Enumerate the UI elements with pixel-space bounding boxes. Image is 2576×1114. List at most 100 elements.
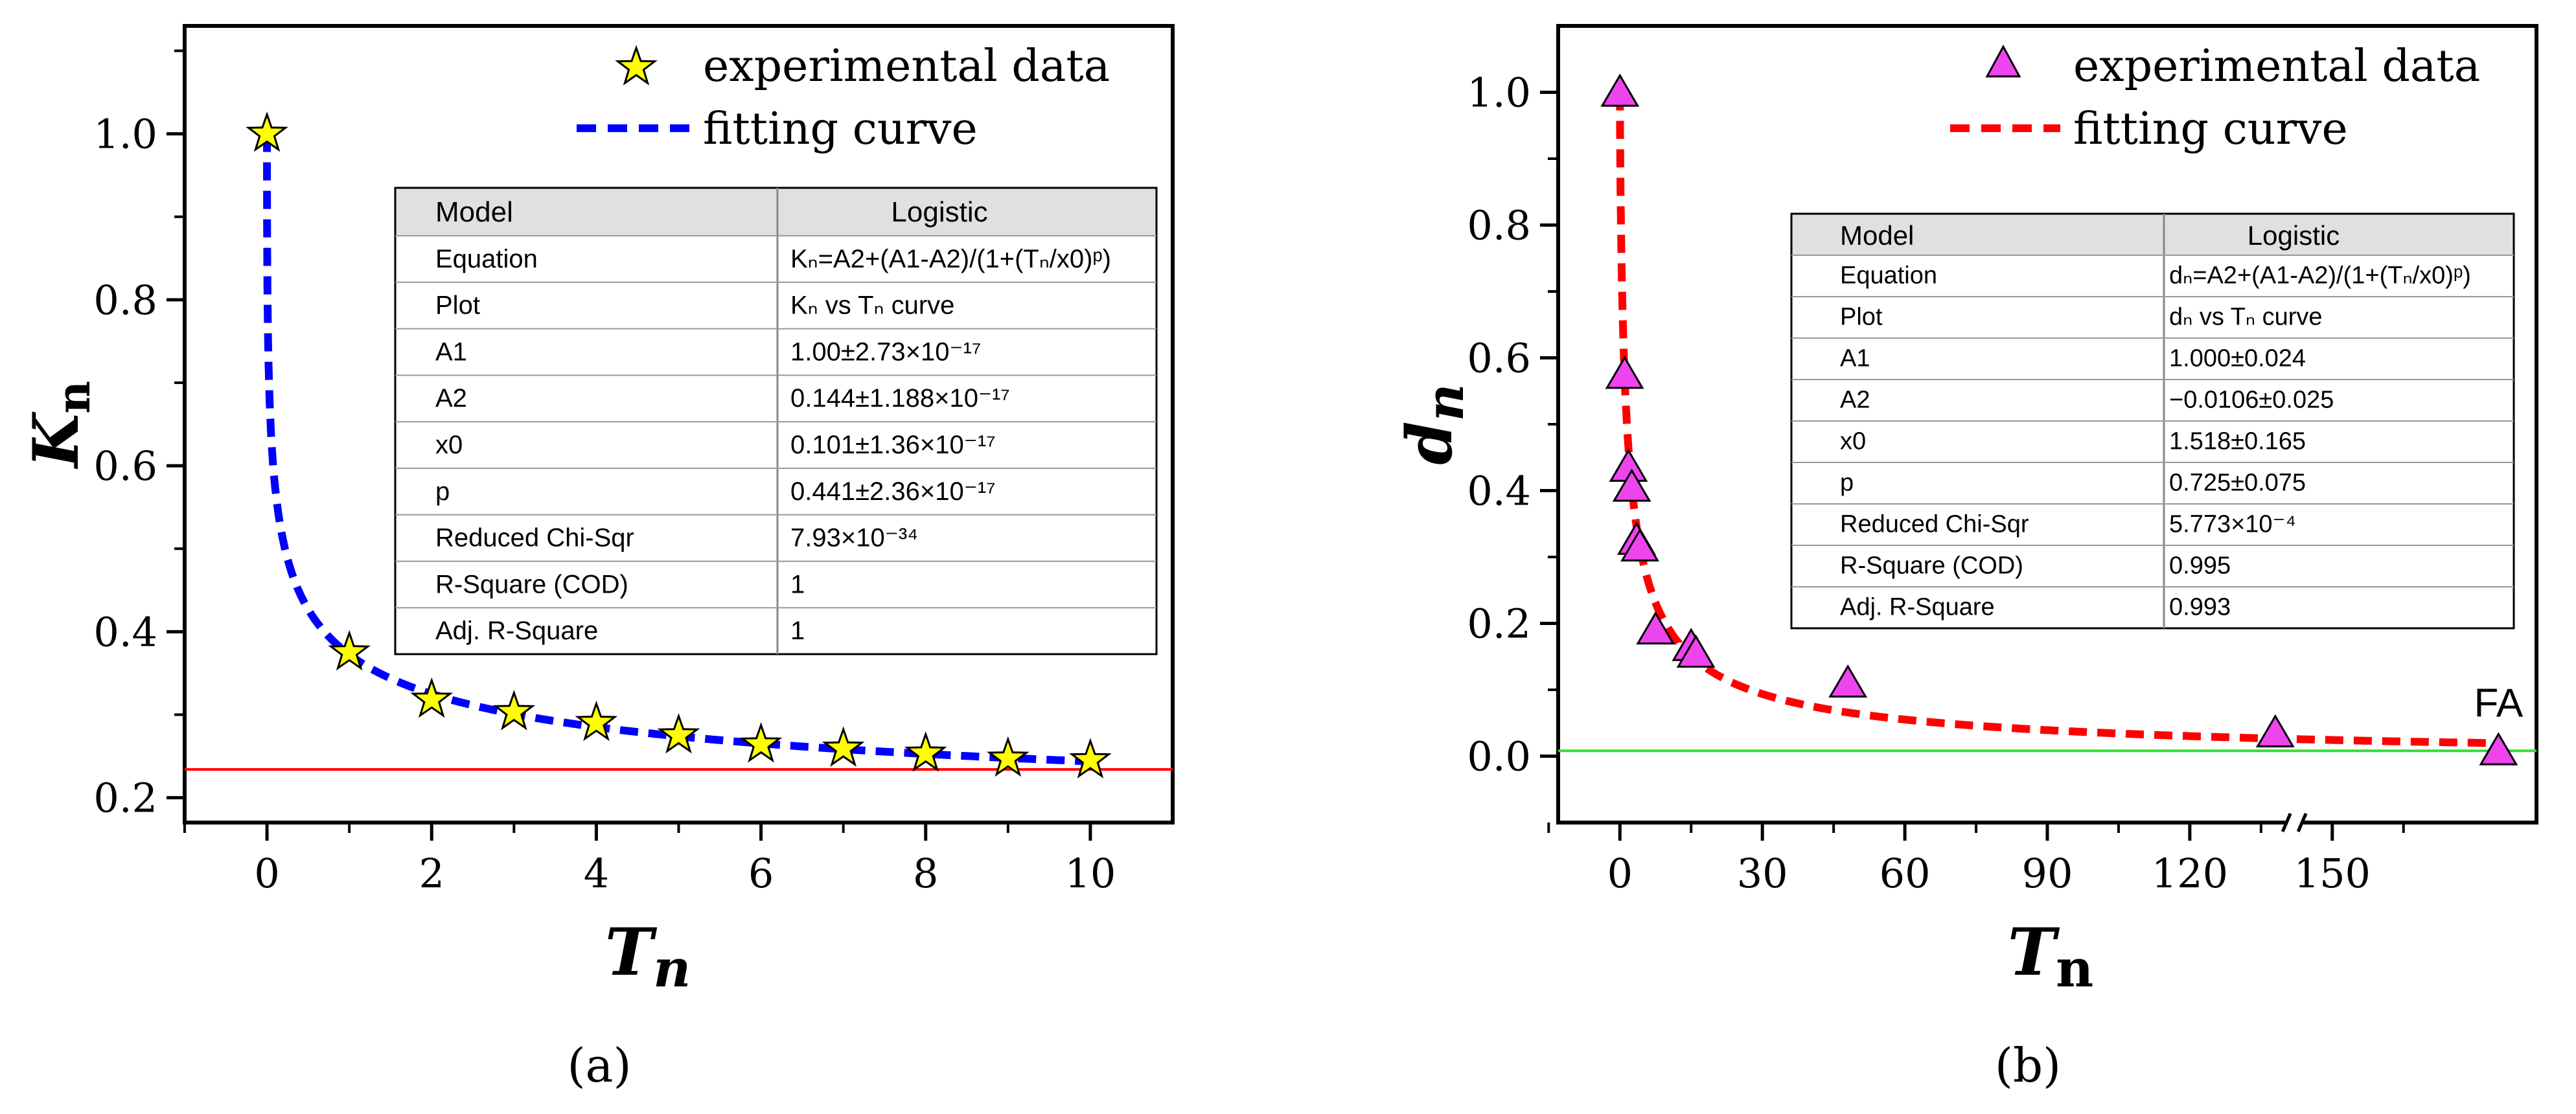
- x-tick-label: 8: [913, 850, 938, 897]
- x-tick-label: 90: [2022, 850, 2073, 897]
- table-cell-param: Reduced Chi-Sqr: [1840, 511, 2029, 538]
- x-axis-label: Tn: [2008, 914, 2094, 999]
- fit-results-table: Model Logistic Equation Kₙ=A2+(A1-A2)/(1+…: [394, 187, 1158, 655]
- table-cell-param: Plot: [435, 291, 480, 320]
- data-point-triangle: [1600, 73, 1640, 107]
- x-tick-label: 2: [419, 850, 444, 897]
- y-tick-label: 0.2: [1467, 600, 1531, 648]
- table-header-background: [395, 188, 1156, 236]
- table-cell-value: Kₙ=A2+(A1-A2)/(1+(Tₙ/x0)ᵖ): [790, 245, 1111, 273]
- table-cell-param: A2: [435, 384, 467, 413]
- x-tick-label: 0: [1607, 850, 1633, 897]
- fa-annotation: FA: [2474, 681, 2523, 726]
- table-cell-value: 0.725±0.075: [2169, 470, 2306, 497]
- table-cell-value: 1.518±0.165: [2169, 428, 2306, 455]
- x-tick-label: 30: [1737, 850, 1788, 897]
- data-point-star: [986, 736, 1029, 777]
- y-tick-label: 0.4: [93, 608, 157, 655]
- y-tick-label: 0.8: [93, 277, 157, 324]
- x-axis-label-sub: n: [2056, 938, 2093, 999]
- y-axis-label-main: d: [1393, 422, 1466, 465]
- data-point-star: [1069, 738, 1112, 779]
- y-axis-label-sub: n: [1414, 383, 1475, 421]
- table-cell-param: Equation: [435, 245, 538, 273]
- table-cell-value: 7.93×10⁻³⁴: [790, 524, 918, 552]
- table-cell-value: 1.000±0.024: [2169, 345, 2306, 372]
- x-tick-label: 4: [584, 850, 609, 897]
- fitting-curve: [263, 133, 1091, 766]
- table-cell-value: 0.993: [2169, 594, 2231, 621]
- data-point-star: [246, 111, 288, 152]
- y-tick-label: 0.6: [1467, 335, 1531, 382]
- table-cell-value: 0.144±1.188×10⁻¹⁷: [790, 384, 1010, 413]
- data-point-star: [328, 630, 371, 671]
- table-cell-value: dₙ=A2+(A1-A2)/(1+(Tₙ/x0)ᵖ): [2169, 262, 2471, 290]
- y-axis-label-main: K: [19, 411, 93, 470]
- legend-experimental-label: experimental data: [703, 41, 1110, 92]
- table-cell-param: Reduced Chi-Sqr: [435, 524, 634, 552]
- table-cell-value: 0.101±1.36×10⁻¹⁷: [790, 431, 996, 459]
- panel-label: (b): [1995, 1038, 2061, 1093]
- table-cell-param: x0: [435, 431, 463, 459]
- y-axis-label: Kn: [19, 381, 100, 470]
- table-cell-value: 5.773×10⁻⁴: [2169, 511, 2296, 538]
- data-points: [246, 111, 1112, 779]
- table-header-background: [1791, 214, 2514, 255]
- table-cell-value: 0.995: [2169, 552, 2231, 580]
- plot-area-border: [1556, 24, 2538, 824]
- axis-ticks: 0 30 60 90 120 150 0.0 0.2 0.4 0.6 0.8 1.0: [1467, 69, 2405, 897]
- y-tick-label: 1.0: [1467, 69, 1531, 117]
- legend-triangle-icon: [1985, 44, 2021, 78]
- data-point-triangle: [1620, 528, 1659, 562]
- data-point-triangle: [1636, 611, 1675, 645]
- table-cell-value: 1: [790, 617, 805, 645]
- table-cell-value: 0.441±2.36×10⁻¹⁷: [790, 477, 996, 506]
- table-cell-param: p: [435, 477, 450, 506]
- data-point-star: [657, 712, 700, 754]
- table-cell-param: p: [1840, 470, 1854, 497]
- y-tick-label: 0.0: [1467, 733, 1531, 780]
- table-cell-value: −0.0106±0.025: [2169, 387, 2334, 414]
- y-tick-label: 0.6: [93, 442, 157, 490]
- axis-break-mark: [2281, 813, 2308, 832]
- legend: experimental data fitting curve: [1950, 41, 2480, 155]
- y-tick-label: 0.4: [1467, 468, 1531, 515]
- table-border: [394, 187, 1158, 655]
- legend: experimental data fitting curve: [577, 41, 1110, 155]
- x-tick-label: 60: [1880, 850, 1931, 897]
- data-point-triangle: [1612, 468, 1651, 502]
- table-row-dividers: [1791, 255, 2514, 587]
- table-cell-param: Adj. R-Square: [1840, 594, 1995, 621]
- table-cell-value: Kₙ vs Tₙ curve: [790, 291, 954, 320]
- plot-area-border: [183, 24, 1175, 824]
- table-cell-param: A2: [1840, 387, 1870, 414]
- x-axis-label-main: T: [605, 914, 658, 990]
- table-cell-param: R-Square (COD): [435, 570, 628, 598]
- table-cell-param: A1: [435, 337, 467, 366]
- y-tick-label: 1.0: [93, 111, 157, 158]
- x-tick-label: 150: [2294, 850, 2371, 897]
- table-rows: Equation dₙ=A2+(A1-A2)/(1+(Tₙ/x0)ᵖ) Plot dₙ…: [1840, 262, 2471, 621]
- data-point-triangle: [2479, 732, 2518, 766]
- data-point-star: [410, 677, 454, 718]
- data-point-triangle: [1828, 664, 1868, 698]
- table-header-model: Model: [1840, 220, 1914, 251]
- table-header-model: Model: [435, 196, 513, 228]
- x-axis-label-main: T: [2008, 914, 2060, 990]
- axis-break-slash: [2281, 813, 2292, 832]
- x-tick-label: 10: [1064, 850, 1116, 897]
- fit-results-table: Model Logistic Equation dₙ=A2+(A1-A2)/(1+…: [1790, 212, 2515, 630]
- table-header-logistic: Logistic: [2248, 220, 2340, 251]
- panel-label: (a): [567, 1038, 631, 1093]
- table-cell-value: 1.00±2.73×10⁻¹⁷: [790, 337, 981, 366]
- table-cell-value: 1: [790, 570, 805, 598]
- axis-ticks: 0 2 4 6 8 10 0.2 0.4 0.6 0.8 1.0: [93, 49, 1116, 897]
- data-points: [1600, 73, 2518, 766]
- chart-panel-a: 0 2 4 6 8 10 0.2 0.4 0.6 0.8 1.0 Kn Tn (a) experim…: [19, 24, 1175, 1093]
- data-point-star: [904, 731, 947, 772]
- table-cell-param: Plot: [1840, 304, 1883, 331]
- x-tick-label: 0: [254, 850, 279, 897]
- data-point-triangle: [1676, 634, 1716, 668]
- table-cell-param: Equation: [1840, 262, 1937, 290]
